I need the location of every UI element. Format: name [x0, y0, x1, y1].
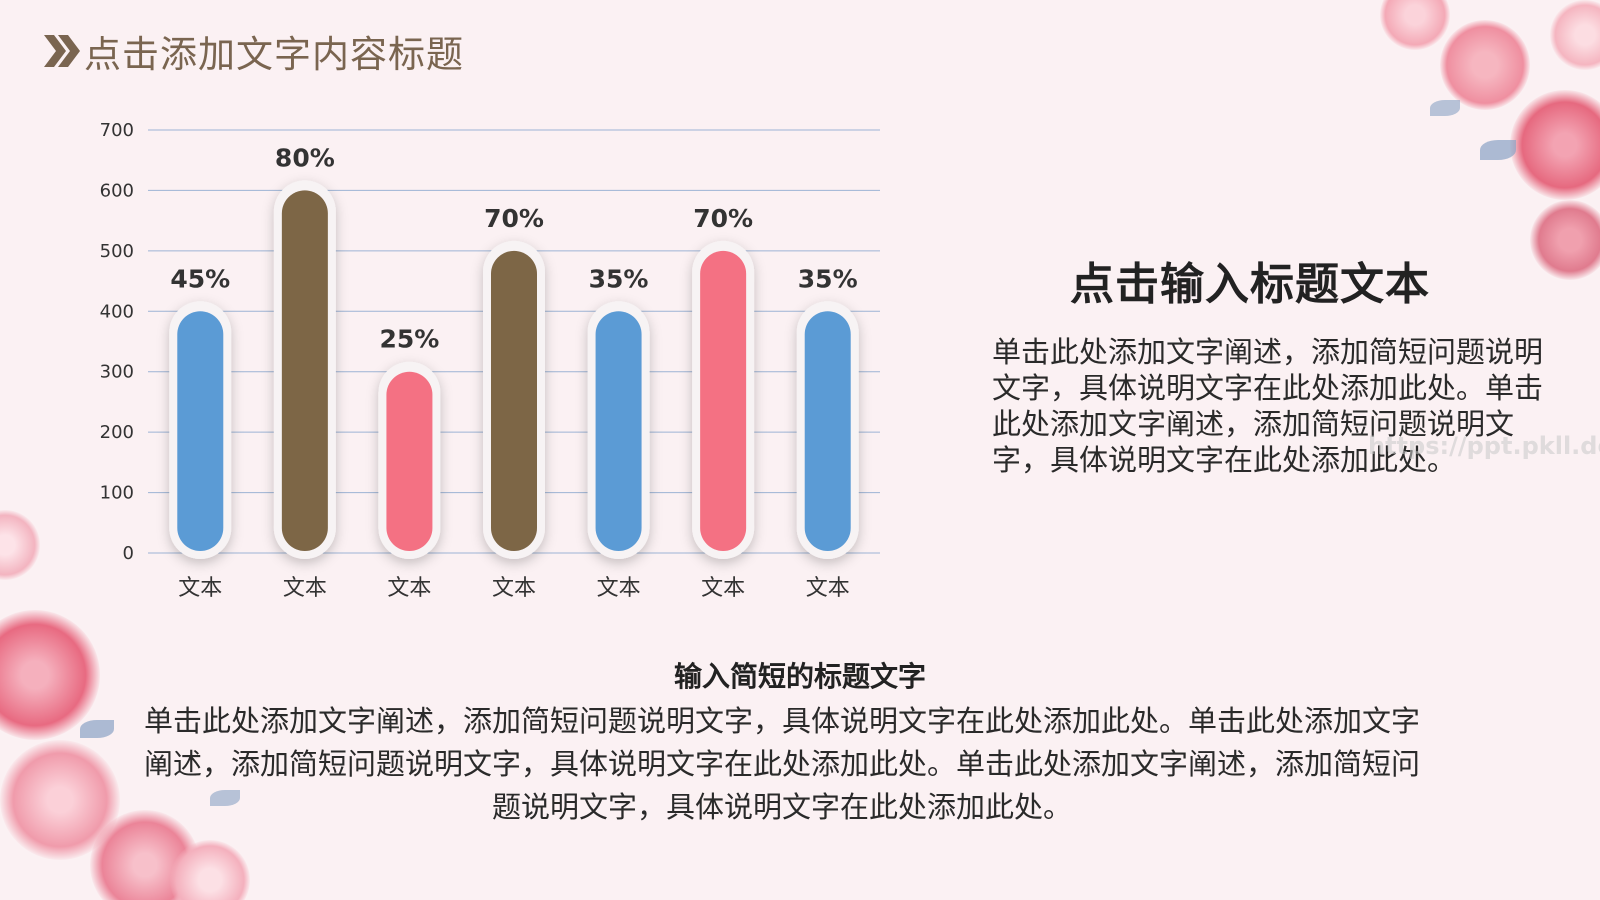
watermark: https://ppt.pkll.de — [1368, 432, 1600, 460]
y-tick-label: 100 — [100, 483, 134, 504]
x-tick-label: 文本 — [178, 576, 222, 601]
flower-decoration-top-right — [1230, 0, 1600, 340]
y-tick-label: 200 — [100, 422, 134, 443]
bottom-description: 单击此处添加文字阐述，添加简短问题说明文字，具体说明文字在此处添加此处。单击此处… — [143, 704, 1420, 824]
y-tick-label: 0 — [123, 543, 134, 564]
header: 点击添加文字内容标题 — [42, 26, 464, 76]
bar-chart: 0 100 200 300 400 500 600 700 45% 文本 80% 文本 25% 文本 70… — [100, 120, 880, 601]
bar — [177, 311, 224, 551]
bottom-title: 输入简短的标题文字 — [673, 660, 926, 693]
y-tick-label: 600 — [100, 180, 134, 201]
flower-decoration-bottom-left — [0, 490, 350, 900]
data-label: 80% — [275, 143, 335, 172]
data-label: 25% — [380, 325, 440, 354]
bar — [491, 250, 537, 551]
bar — [386, 371, 433, 551]
data-label: 70% — [484, 204, 544, 233]
x-tick-label: 文本 — [806, 576, 850, 601]
data-label: 45% — [170, 264, 230, 293]
x-tick-label: 文本 — [492, 576, 536, 601]
x-tick-label: 文本 — [701, 576, 745, 601]
y-tick-label: 300 — [100, 362, 134, 383]
double-chevron-right-icon — [42, 33, 82, 69]
x-tick-label: 文本 — [283, 576, 327, 601]
y-tick-label: 700 — [100, 120, 134, 141]
x-tick-label: 文本 — [387, 576, 431, 601]
data-label: 70% — [693, 204, 753, 233]
data-label: 35% — [798, 264, 858, 293]
data-label: 35% — [589, 264, 649, 293]
page-title: 点击添加文字内容标题 — [84, 33, 464, 76]
y-tick-label: 400 — [100, 301, 134, 322]
side-title: 点击输入标题文本 — [1070, 259, 1430, 310]
bar — [595, 311, 642, 551]
x-tick-label: 文本 — [597, 576, 641, 601]
y-tick-label: 500 — [100, 241, 134, 262]
bar — [700, 250, 747, 551]
bar — [804, 311, 851, 551]
side-description: 单击此处添加文字阐述，添加简短问题说明文字，具体说明文字在此处添加此处。单击此处… — [992, 335, 1544, 477]
bar — [281, 190, 328, 551]
